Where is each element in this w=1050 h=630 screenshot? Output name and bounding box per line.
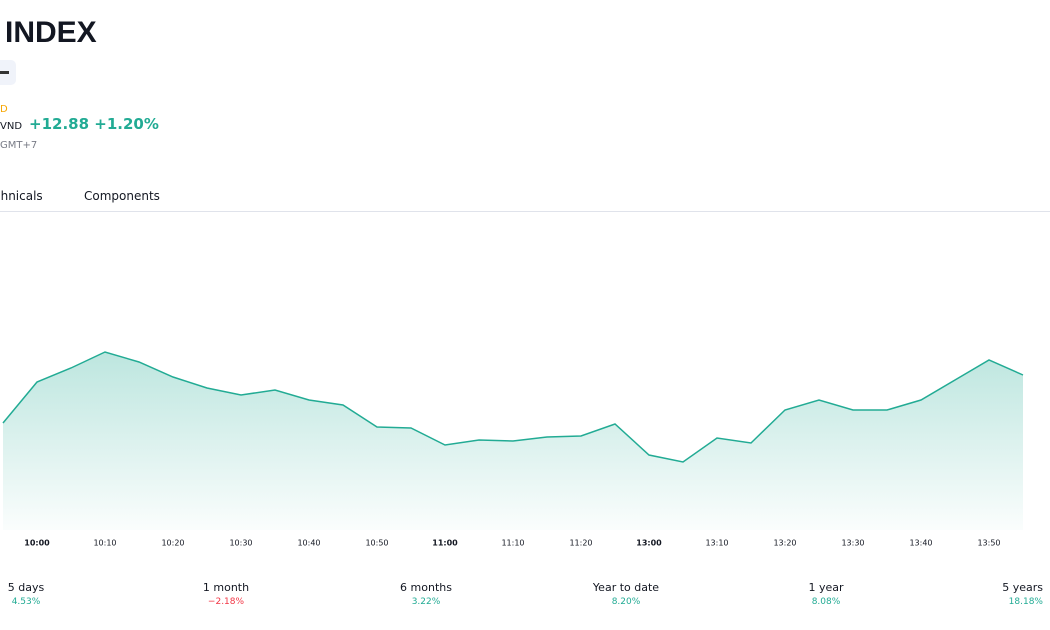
- x-tick-label: 13:20: [773, 539, 796, 548]
- performance-item[interactable]: 1 year 8.08%: [766, 581, 886, 607]
- period-change: 3.22%: [411, 597, 441, 607]
- x-tick-label: 13:40: [909, 539, 932, 548]
- x-tick-label: 13:10: [705, 539, 728, 548]
- performance-item[interactable]: 6 months 3.22%: [366, 581, 486, 607]
- period: 5 years: [1002, 581, 1043, 594]
- period: 6 months: [400, 581, 452, 594]
- period: Year to date: [592, 581, 660, 594]
- x-tick-label: 11:00: [432, 539, 458, 548]
- period-change: 18.18%: [1008, 597, 1043, 607]
- period-change: 4.53%: [11, 597, 41, 607]
- x-tick-label: 10:30: [229, 539, 252, 548]
- change-value: +12.88: [29, 115, 90, 133]
- line: [2, 351, 1024, 463]
- x-tick-label: 10:50: [365, 539, 388, 548]
- tab[interactable]: chnicals: [0, 189, 43, 203]
- index-title: INDEX: [5, 16, 97, 49]
- x-tick-label: 10:10: [93, 539, 116, 548]
- tab[interactable]: Components: [84, 189, 160, 203]
- period-change: 8.20%: [611, 597, 641, 607]
- divider: [0, 211, 1050, 212]
- x-tick-label: 10:40: [297, 539, 320, 548]
- period-change: −2.18%: [207, 597, 245, 607]
- currency: VND: [0, 121, 23, 132]
- period: 1 year: [808, 581, 844, 594]
- exchange: D: [0, 104, 8, 115]
- period: 1 month: [202, 581, 250, 594]
- performance-item[interactable]: 1 month −2.18%: [166, 581, 286, 607]
- performance-item[interactable]: 5 days 4.53%: [0, 581, 86, 607]
- x-tick-label: 11:10: [501, 539, 524, 548]
- x-tick-label: 13:50: [977, 539, 1000, 548]
- period: 5 days: [7, 581, 45, 594]
- performance-item[interactable]: Year to date 8.20%: [566, 581, 686, 607]
- x-tick-label: 13:00: [636, 539, 662, 548]
- change-percent: +1.20%: [94, 115, 159, 133]
- x-tick-label: 11:20: [569, 539, 592, 548]
- x-tick-label: 10:00: [24, 539, 50, 548]
- timezone: GMT+7: [0, 140, 38, 151]
- x-tick-label: 10:20: [161, 539, 184, 548]
- performance-item[interactable]: 5 years 18.18%: [1002, 581, 1043, 607]
- period-change: 8.08%: [811, 597, 841, 607]
- change: +12.88 +1.20%: [29, 115, 159, 133]
- x-tick-label: 13:30: [841, 539, 864, 548]
- menu-button[interactable]: [0, 60, 16, 85]
